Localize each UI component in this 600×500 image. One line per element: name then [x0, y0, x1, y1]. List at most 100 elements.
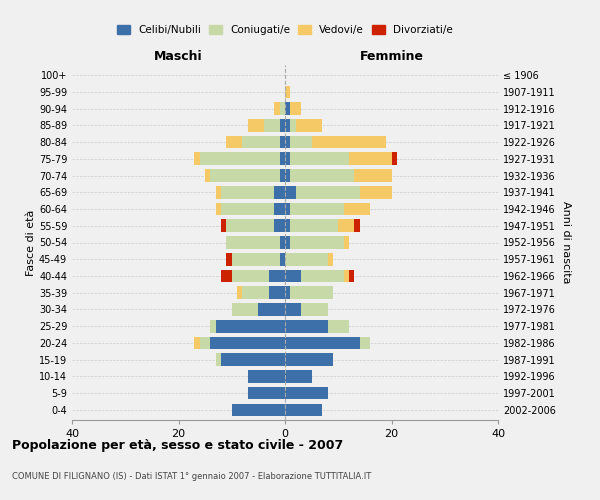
Bar [274, 202, 285, 215]
Bar [285, 202, 290, 215]
Bar [269, 286, 285, 299]
Bar [285, 387, 328, 400]
Bar [221, 270, 232, 282]
Bar [221, 202, 274, 215]
Bar [344, 202, 370, 215]
Bar [301, 270, 344, 282]
Bar [216, 320, 285, 332]
Bar [280, 169, 285, 182]
Bar [285, 253, 328, 266]
Bar [200, 152, 280, 165]
Bar [290, 236, 344, 249]
Bar [290, 169, 354, 182]
Bar [328, 320, 349, 332]
Bar [259, 303, 285, 316]
Bar [232, 303, 259, 316]
Bar [216, 354, 221, 366]
Text: Popolazione per età, sesso e stato civile - 2007: Popolazione per età, sesso e stato civil… [12, 440, 343, 452]
Text: Femmine: Femmine [359, 50, 424, 64]
Bar [354, 169, 392, 182]
Bar [242, 286, 269, 299]
Bar [285, 136, 290, 148]
Bar [226, 136, 242, 148]
Bar [285, 370, 311, 382]
Bar [194, 336, 200, 349]
Bar [285, 320, 328, 332]
Bar [274, 220, 285, 232]
Bar [285, 404, 322, 416]
Bar [200, 336, 211, 349]
Bar [242, 136, 280, 148]
Bar [211, 169, 280, 182]
Bar [285, 336, 359, 349]
Bar [296, 119, 322, 132]
Bar [280, 253, 285, 266]
Bar [285, 152, 290, 165]
Y-axis label: Fasce di età: Fasce di età [26, 210, 36, 276]
Bar [248, 370, 285, 382]
Bar [232, 253, 280, 266]
Bar [216, 202, 221, 215]
Bar [194, 152, 200, 165]
Bar [290, 152, 349, 165]
Bar [290, 220, 338, 232]
Bar [211, 320, 216, 332]
Text: Maschi: Maschi [154, 50, 203, 64]
Bar [359, 336, 370, 349]
Bar [290, 102, 301, 115]
Bar [280, 102, 285, 115]
Bar [296, 186, 359, 198]
Text: COMUNE DI FILIGNANO (IS) - Dati ISTAT 1° gennaio 2007 - Elaborazione TUTTITALIA.: COMUNE DI FILIGNANO (IS) - Dati ISTAT 1°… [12, 472, 371, 481]
Bar [221, 220, 226, 232]
Bar [285, 119, 290, 132]
Bar [290, 286, 333, 299]
Bar [301, 303, 328, 316]
Bar [285, 220, 290, 232]
Bar [285, 354, 333, 366]
Bar [264, 119, 280, 132]
Bar [221, 354, 285, 366]
Bar [232, 270, 269, 282]
Bar [205, 169, 211, 182]
Bar [226, 253, 232, 266]
Bar [344, 270, 349, 282]
Bar [285, 236, 290, 249]
Bar [274, 186, 285, 198]
Bar [226, 220, 274, 232]
Bar [248, 119, 264, 132]
Bar [392, 152, 397, 165]
Bar [237, 286, 242, 299]
Legend: Celibi/Nubili, Coniugati/e, Vedovi/e, Divorziati/e: Celibi/Nubili, Coniugati/e, Vedovi/e, Di… [113, 20, 457, 39]
Bar [285, 303, 301, 316]
Bar [226, 236, 280, 249]
Bar [285, 169, 290, 182]
Bar [338, 220, 354, 232]
Bar [285, 102, 290, 115]
Bar [232, 404, 285, 416]
Bar [211, 336, 285, 349]
Bar [349, 152, 392, 165]
Bar [274, 102, 280, 115]
Bar [221, 186, 274, 198]
Bar [354, 220, 359, 232]
Bar [359, 186, 392, 198]
Bar [290, 119, 296, 132]
Bar [280, 236, 285, 249]
Bar [269, 270, 285, 282]
Bar [344, 236, 349, 249]
Bar [285, 186, 296, 198]
Bar [280, 152, 285, 165]
Y-axis label: Anni di nascita: Anni di nascita [561, 201, 571, 284]
Bar [349, 270, 354, 282]
Bar [280, 119, 285, 132]
Bar [248, 387, 285, 400]
Bar [285, 286, 290, 299]
Bar [290, 202, 344, 215]
Bar [290, 136, 311, 148]
Bar [311, 136, 386, 148]
Bar [285, 270, 301, 282]
Bar [328, 253, 333, 266]
Bar [285, 86, 290, 98]
Bar [280, 136, 285, 148]
Bar [216, 186, 221, 198]
